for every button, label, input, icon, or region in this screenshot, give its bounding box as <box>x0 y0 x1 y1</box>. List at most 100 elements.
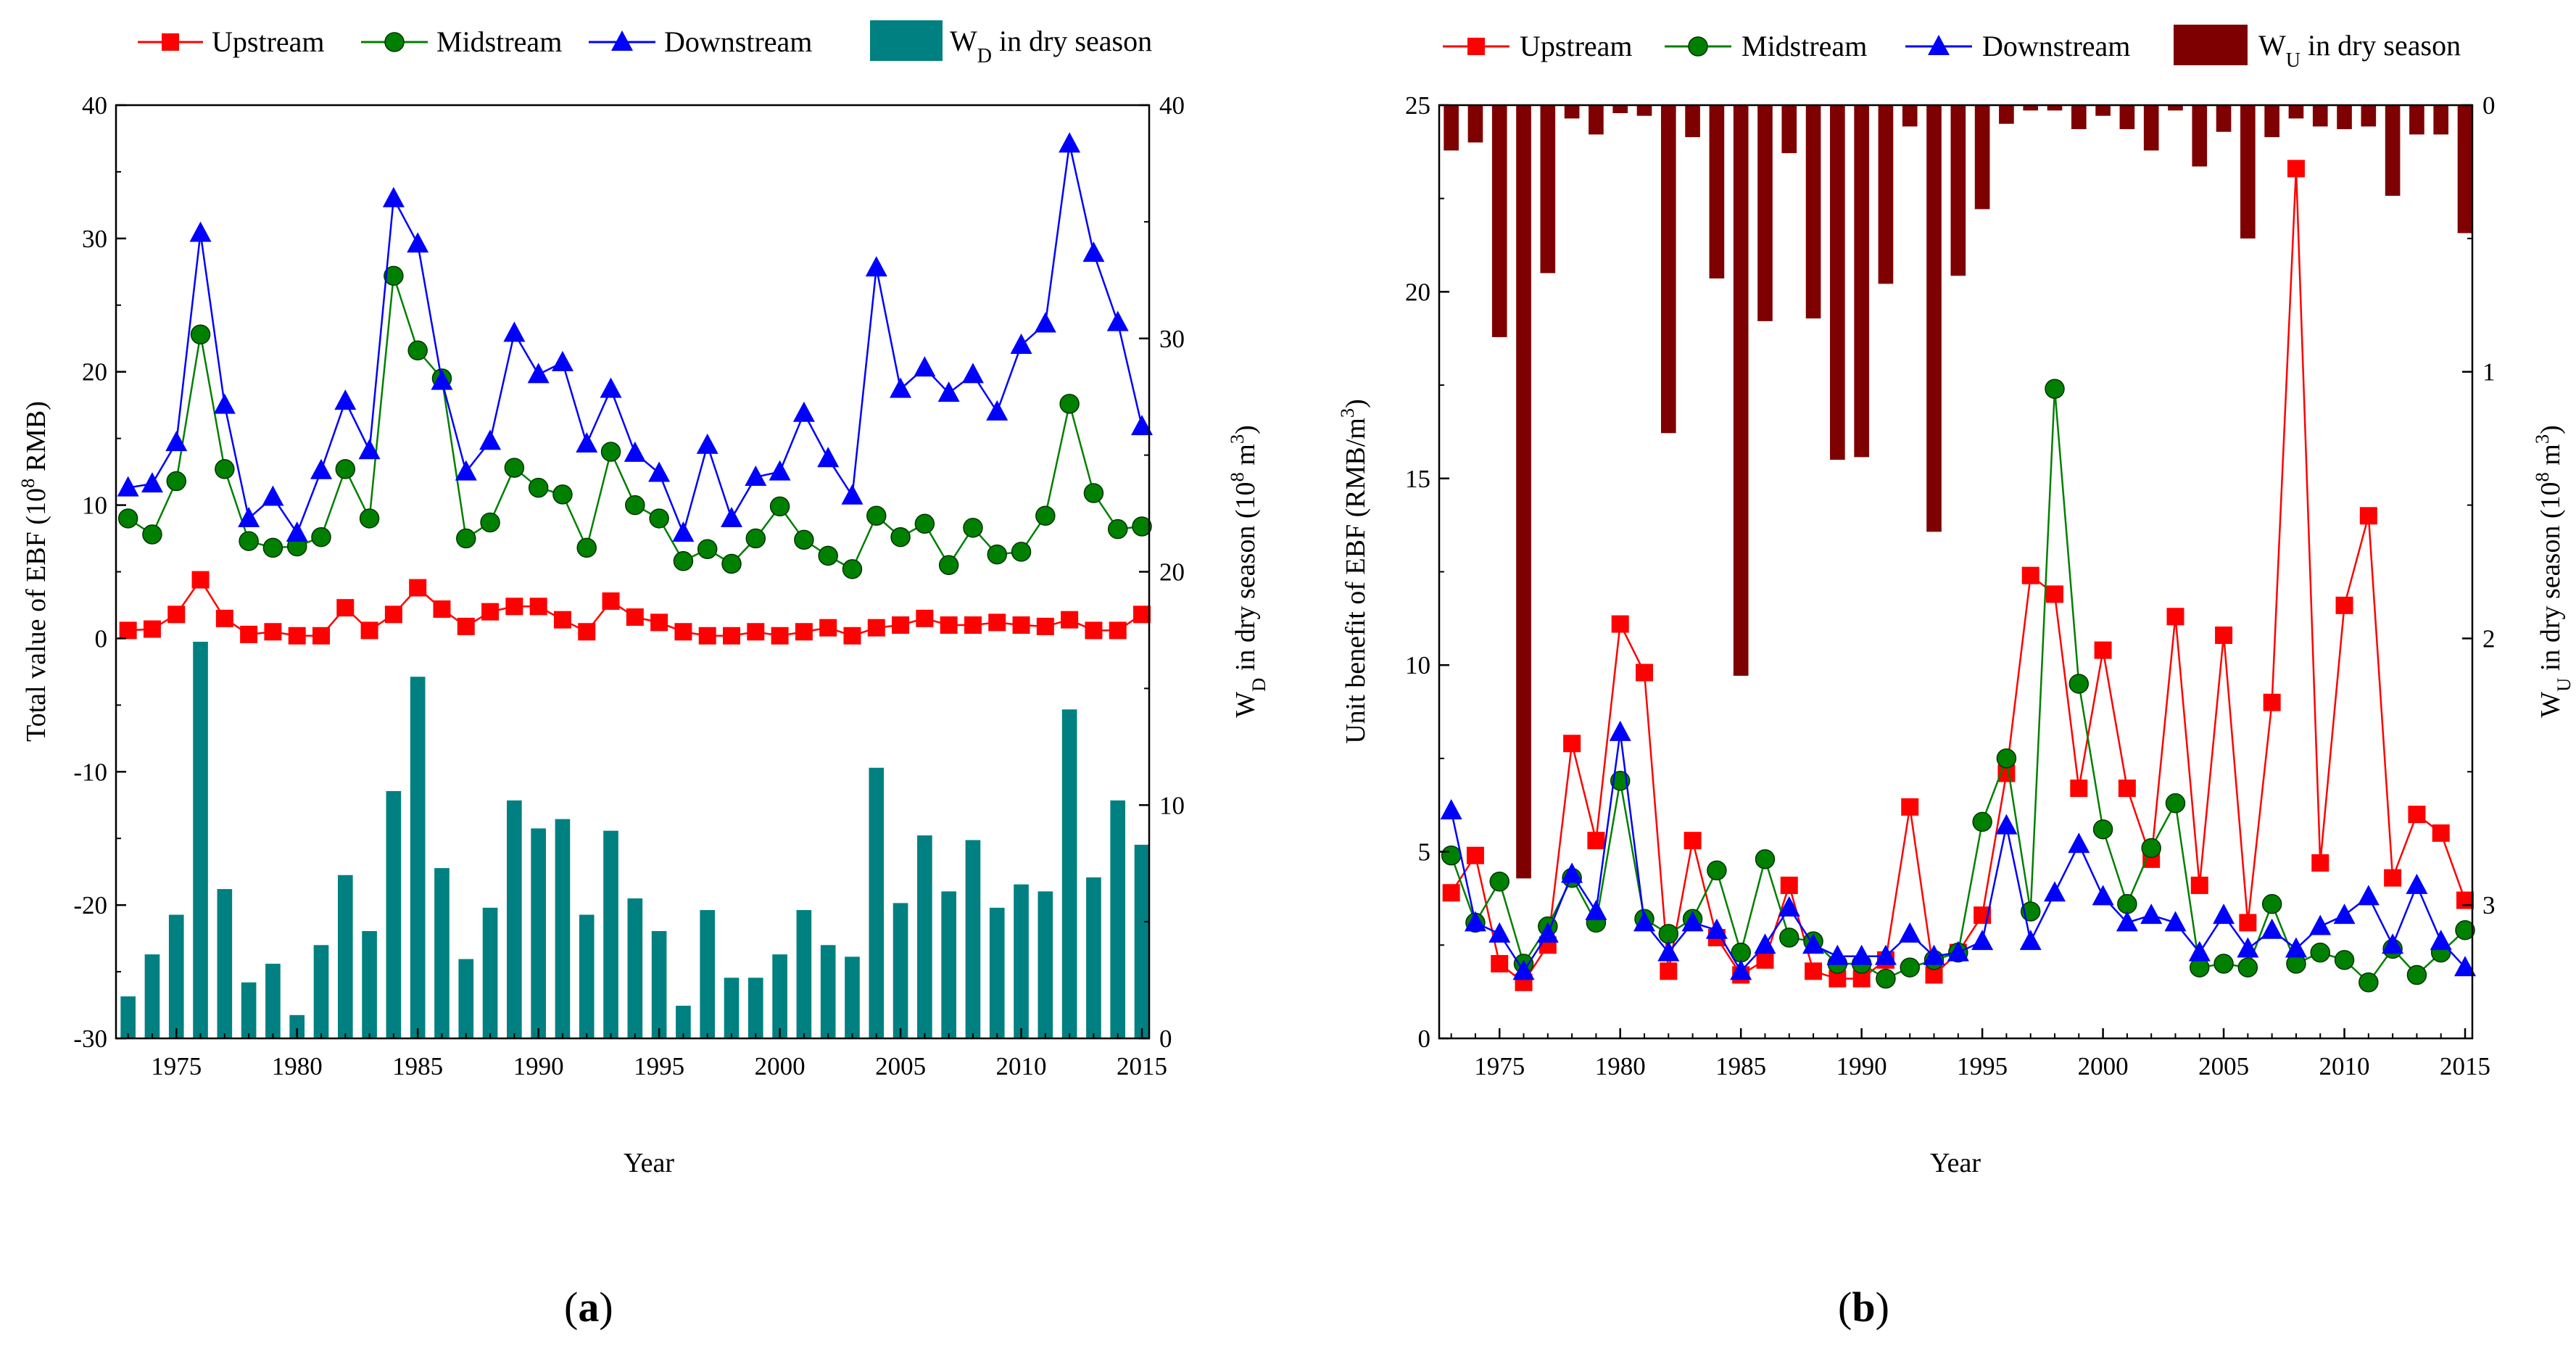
bar <box>289 1014 305 1038</box>
data-point <box>457 617 475 635</box>
data-point <box>2164 911 2187 932</box>
data-point <box>479 429 502 450</box>
data-point <box>794 529 814 550</box>
data-point <box>674 623 692 641</box>
data-point <box>1802 933 1825 954</box>
data-point <box>529 598 547 616</box>
data-point <box>1660 962 1678 980</box>
data-point <box>964 616 982 634</box>
y-axis-left: -30 -20 -10 0 10 20 30 40 <box>73 91 126 1053</box>
line-series-downstream <box>1440 720 2477 980</box>
data-point <box>528 477 549 498</box>
bar <box>724 977 740 1038</box>
data-point <box>696 433 718 454</box>
data-point <box>455 460 477 481</box>
x-tick-label: 2000 <box>755 1052 805 1080</box>
x-tick-label: 2015 <box>1117 1052 1167 1080</box>
bar <box>193 642 208 1038</box>
data-point <box>2455 919 2475 940</box>
x-tick-label: 1975 <box>151 1052 202 1080</box>
line-series-upstream <box>119 571 1151 645</box>
data-point <box>1730 959 1752 980</box>
data-point <box>721 506 743 527</box>
data-point <box>384 265 404 286</box>
data-point <box>2117 893 2137 914</box>
data-point <box>1681 911 1704 932</box>
bar <box>1564 105 1580 119</box>
data-point <box>2430 930 2452 951</box>
bar <box>1014 884 1029 1038</box>
bar <box>1830 105 1845 460</box>
data-point <box>865 256 887 277</box>
bar <box>1061 709 1077 1038</box>
bar <box>217 889 233 1038</box>
data-point <box>1491 955 1509 973</box>
data-point <box>505 598 523 616</box>
data-point <box>238 506 260 527</box>
data-point <box>578 623 596 641</box>
legend-swatch-bar <box>870 20 943 61</box>
bar <box>893 903 908 1038</box>
bar <box>1636 105 1652 116</box>
data-point <box>745 465 767 486</box>
bar <box>676 1005 691 1038</box>
y-left-tick-label: -30 <box>73 1025 107 1053</box>
legend-marker <box>1467 38 1485 55</box>
data-point <box>359 508 380 529</box>
bar <box>772 954 787 1038</box>
legend-label: Midstream <box>436 25 562 58</box>
data-point <box>2311 854 2329 872</box>
data-point <box>2261 918 2283 939</box>
data-point <box>2213 954 2234 974</box>
data-point <box>1083 483 1104 503</box>
data-point <box>1085 621 1103 640</box>
data-point <box>2070 780 2088 798</box>
bar <box>1781 105 1797 154</box>
data-point <box>769 496 790 517</box>
bar <box>2264 105 2279 138</box>
data-point <box>2335 596 2353 614</box>
bar <box>2071 105 2087 130</box>
data-point <box>1633 911 1656 932</box>
data-point <box>360 621 378 640</box>
data-point <box>1947 940 1969 962</box>
bar <box>579 914 595 1038</box>
data-point <box>698 627 716 645</box>
legend-swatch-bar <box>2174 25 2248 65</box>
data-point <box>1707 860 1727 881</box>
data-point <box>239 531 259 551</box>
data-point <box>892 616 910 634</box>
data-point <box>1107 518 1128 539</box>
data-point <box>1756 951 1774 969</box>
data-point <box>1489 872 1509 892</box>
x-tick-label: 1995 <box>1957 1052 2008 1080</box>
data-point <box>2116 911 2138 932</box>
data-point <box>721 553 742 574</box>
x-tick-label: 2000 <box>2078 1052 2129 1080</box>
legend-label: Downstream <box>664 25 812 58</box>
x-tick-label: 1980 <box>272 1052 323 1080</box>
x-tick-label: 1975 <box>1474 1052 1525 1080</box>
data-point <box>2239 914 2257 932</box>
data-point <box>1683 832 1702 850</box>
data-point <box>2046 585 2064 603</box>
data-point <box>2456 891 2474 909</box>
bar <box>1805 105 1821 319</box>
data-point <box>843 627 861 645</box>
bar <box>651 930 667 1038</box>
data-point <box>1658 924 1679 944</box>
data-point <box>2190 876 2208 894</box>
bar <box>458 959 474 1038</box>
panel-caption: (b) <box>1838 1283 1889 1331</box>
bar <box>869 767 885 1038</box>
data-point <box>769 460 791 481</box>
data-point <box>1109 621 1127 640</box>
data-point <box>1611 615 1629 633</box>
data-point <box>456 528 476 549</box>
y-left-tick-label: 30 <box>82 225 107 253</box>
line-series-downstream <box>117 132 1154 542</box>
data-point <box>117 508 138 529</box>
data-point <box>2045 379 2065 399</box>
data-point <box>1780 876 1798 894</box>
data-point <box>1636 663 1654 682</box>
